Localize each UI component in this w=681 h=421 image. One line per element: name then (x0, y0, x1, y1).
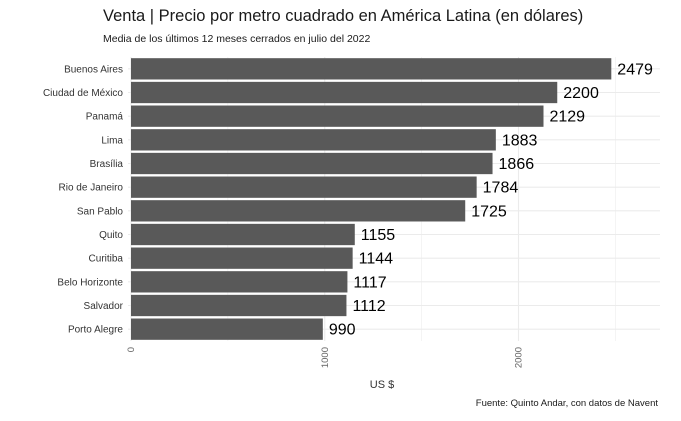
category-label: Buenos Aires (64, 64, 123, 75)
bars (131, 58, 612, 340)
value-labels: 2479 2200 2129 1883 1866 1784 1725 1155 1144 1117… (329, 61, 653, 338)
value-label: 2479 (617, 61, 653, 78)
bar (131, 223, 355, 246)
category-label: Lima (101, 135, 123, 146)
category-label: Quito (99, 230, 123, 241)
value-label: 1866 (499, 156, 535, 173)
x-tick-labels: 0 1000 2000 (126, 347, 525, 368)
category-label: Rio de Janeiro (59, 183, 124, 194)
x-axis-title: US $ (370, 379, 394, 391)
bar (131, 152, 493, 175)
bar (131, 58, 612, 80)
bar (131, 294, 347, 317)
category-label: Ciudad de México (43, 88, 123, 99)
value-label: 1725 (471, 203, 507, 220)
category-label: Salvador (84, 301, 124, 312)
x-tick-label: 1000 (320, 347, 331, 368)
chart-title: Venta | Precio por metro cuadrado en Amé… (103, 7, 584, 25)
value-label: 1784 (483, 180, 519, 197)
value-label: 1155 (361, 227, 396, 244)
value-label: 1883 (502, 132, 538, 149)
chart-caption: Fuente: Quinto Andar, con datos de Naven… (475, 398, 658, 409)
chart-subtitle: Media de los últimos 12 meses cerrados e… (103, 33, 371, 45)
category-labels: Buenos Aires Ciudad de México Panamá Lima Br… (43, 64, 124, 335)
bar (131, 247, 353, 269)
bar (131, 200, 466, 222)
x-tick-label: 0 (126, 347, 137, 352)
x-tick-label: 2000 (514, 347, 525, 368)
bar (131, 105, 544, 127)
bar (131, 318, 323, 340)
bar (131, 81, 558, 104)
value-label: 1117 (353, 274, 386, 291)
value-label: 1144 (359, 251, 394, 268)
bar (131, 129, 496, 151)
category-label: Porto Alegre (68, 325, 123, 336)
bar (131, 176, 477, 198)
category-label: Curitiba (89, 254, 124, 265)
category-label: Panamá (86, 112, 124, 123)
category-label: Brasília (90, 159, 124, 170)
category-label: San Pablo (77, 206, 124, 217)
category-label: Belo Horizonte (57, 277, 123, 288)
value-label: 990 (329, 322, 356, 339)
bar (131, 271, 348, 293)
value-label: 2200 (563, 85, 599, 102)
value-label: 1112 (352, 298, 385, 315)
value-label: 2129 (549, 109, 585, 126)
